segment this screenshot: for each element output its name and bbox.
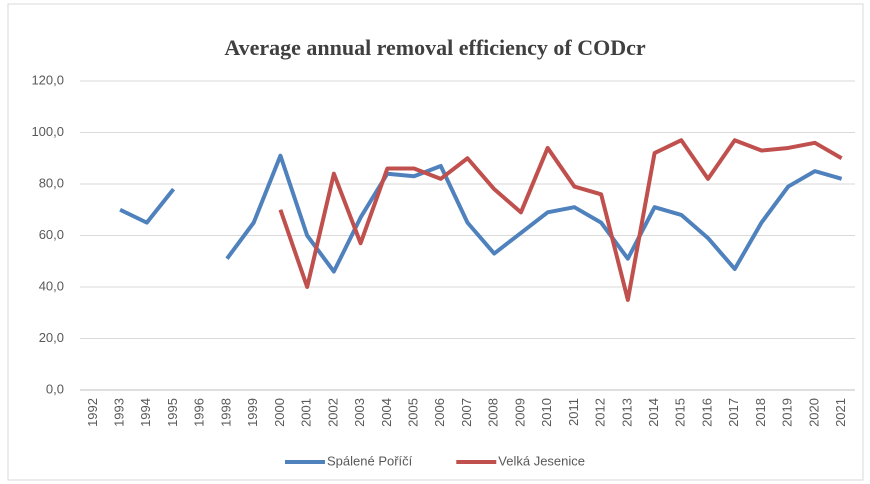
x-tick-label: 1998 [218, 398, 233, 427]
x-tick-label: 2019 [780, 398, 795, 427]
y-tick-label: 100,0 [31, 124, 64, 139]
series-line [119, 153, 843, 274]
x-tick-label: 2002 [325, 398, 340, 427]
x-tick-label: 1994 [138, 398, 153, 427]
x-tick-label: 2013 [619, 398, 634, 427]
x-tick-label: 2001 [299, 398, 314, 427]
x-tick-label: 2017 [726, 398, 741, 427]
x-tick-label: 2020 [806, 398, 821, 427]
chart-title: Average annual removal efficiency of COD… [224, 35, 646, 60]
x-tick-label: 1995 [165, 398, 180, 427]
x-tick-label: 2005 [405, 398, 420, 427]
legend-label: Velká Jesenice [498, 453, 585, 468]
x-tick-label: 2010 [539, 398, 554, 427]
x-tick-label: 2021 [833, 398, 848, 427]
y-tick-label: 20,0 [39, 330, 64, 345]
x-tick-label: 2003 [352, 398, 367, 427]
y-tick-label: 120,0 [31, 72, 64, 87]
x-tick-label: 2007 [459, 398, 474, 427]
x-tick-label: 1996 [192, 398, 207, 427]
chart-border [7, 3, 864, 481]
y-tick-label: 80,0 [39, 175, 64, 190]
y-tick-label: 0,0 [46, 381, 64, 396]
x-tick-label: 1993 [112, 398, 127, 427]
series-line [278, 138, 843, 302]
y-tick-label: 60,0 [39, 227, 64, 242]
y-tick-label: 40,0 [39, 278, 64, 293]
x-tick-label: 2008 [486, 398, 501, 427]
x-tick-label: 2006 [432, 398, 447, 427]
x-tick-label: 2016 [699, 398, 714, 427]
x-tick-label: 2014 [646, 398, 661, 427]
x-tick-label: 2018 [753, 398, 768, 427]
x-tick-label: 2012 [593, 398, 608, 427]
x-tick-label: 1999 [245, 398, 260, 427]
x-tick-label: 2000 [272, 398, 287, 427]
x-tick-label: 1992 [85, 398, 100, 427]
x-tick-label: 2011 [566, 398, 581, 426]
x-tick-label: 2015 [673, 398, 688, 427]
x-tick-label: 2009 [512, 398, 527, 427]
legend-label: Spálené Poříčí [327, 453, 413, 468]
x-tick-label: 2004 [379, 398, 394, 427]
